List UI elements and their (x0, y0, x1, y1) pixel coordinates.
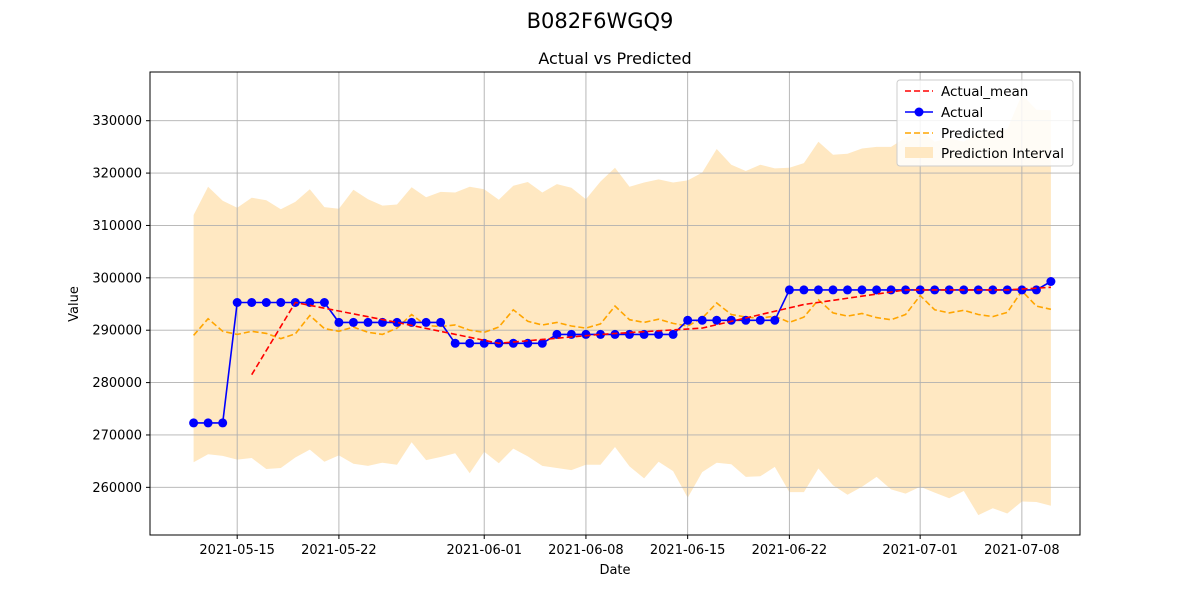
plot-area (149, 71, 1081, 536)
x-tick-label: 2021-07-01 (882, 543, 958, 558)
y-tick-label: 320000 (92, 167, 142, 182)
actual-point (915, 285, 925, 295)
y-tick-label: 330000 (92, 114, 142, 129)
x-tick-label: 2021-07-08 (984, 543, 1060, 558)
legend-swatch-prediction-interval (905, 147, 933, 158)
series-line-predicted (192, 289, 1052, 340)
actual-point (305, 298, 315, 307)
y-tick-label: 260000 (92, 481, 142, 496)
y-tick-label: 290000 (92, 324, 142, 339)
actual-point (436, 317, 446, 327)
actual-point (465, 338, 475, 348)
actual-point (218, 418, 228, 428)
x-tick-label: 2021-06-15 (650, 543, 726, 558)
x-tick-label: 2021-06-08 (548, 543, 624, 558)
x-axis-label: Date (599, 563, 630, 578)
legend-label-actual-mean: Actual_mean (941, 84, 1028, 100)
actual-point (654, 329, 664, 339)
actual-point (726, 315, 736, 325)
x-axis-ticks: 2021-05-15 2021-05-22 2021-06-01 2021-06-08… (199, 535, 1060, 558)
x-tick-label: 2021-06-22 (752, 543, 828, 558)
series-lines (189, 277, 1056, 428)
y-axis-label: Value (67, 286, 82, 322)
x-tick-label: 2021-06-01 (446, 543, 522, 558)
actual-point (988, 285, 998, 295)
legend-marker-actual (914, 107, 924, 117)
x-tick-label: 2021-05-22 (301, 543, 377, 558)
actual-point (596, 329, 605, 339)
plot-frame (149, 71, 1081, 536)
actual-point (872, 285, 882, 295)
actual-point (508, 338, 518, 348)
actual-point (421, 317, 431, 327)
y-tick-label: 310000 (92, 219, 142, 234)
actual-point (813, 285, 823, 295)
actual-point (348, 317, 358, 327)
actual-point (610, 329, 620, 339)
actual-point (828, 285, 838, 295)
actual-point (944, 285, 954, 295)
actual-point (1017, 285, 1027, 295)
actual-point (537, 338, 547, 348)
actual-point (712, 315, 722, 325)
actual-point (450, 338, 460, 348)
actual-point (1046, 277, 1056, 286)
y-tick-label: 300000 (92, 271, 142, 286)
x-tick-label: 2021-05-15 (199, 543, 275, 558)
actual-point (770, 315, 780, 325)
chart-legend: Actual_mean Actual Predicted Prediction … (896, 79, 1074, 167)
actual-point (363, 317, 373, 327)
actual-point (552, 329, 562, 339)
actual-point (319, 298, 329, 307)
actual-point (276, 298, 286, 307)
actual-point (755, 315, 765, 325)
actual-point (668, 329, 678, 339)
actual-point (261, 298, 271, 307)
actual-point (857, 285, 867, 295)
prediction-interval-area (193, 94, 1051, 516)
actual-point (334, 317, 344, 327)
actual-point (625, 329, 634, 339)
actual-point (1031, 285, 1041, 295)
legend-label-predicted: Predicted (941, 126, 1004, 142)
series-line-actual-mean (251, 286, 1051, 376)
actual-point (799, 285, 809, 295)
y-axis-ticks: 260000 270000 280000 290000 300000 310000 3200… (92, 114, 150, 496)
legend-label-prediction-interval: Prediction Interval (941, 146, 1064, 162)
actual-point (247, 298, 257, 307)
prediction-interval-band (193, 94, 1051, 516)
figure-suptitle: B082F6WGQ9 (527, 9, 674, 33)
actual-point (683, 315, 693, 325)
actual-point (697, 315, 707, 325)
y-tick-label: 270000 (92, 428, 142, 443)
legend-box (896, 79, 1074, 167)
actual-point (203, 418, 213, 428)
actual-point (843, 285, 852, 295)
actual-point (581, 329, 591, 339)
legend-label-actual: Actual (941, 105, 983, 121)
y-tick-label: 280000 (92, 376, 142, 391)
actual-point (784, 285, 794, 295)
actual-point (232, 298, 242, 307)
actual-point (189, 418, 199, 428)
actual-point (392, 317, 402, 327)
chart-title: Actual vs Predicted (538, 49, 691, 68)
